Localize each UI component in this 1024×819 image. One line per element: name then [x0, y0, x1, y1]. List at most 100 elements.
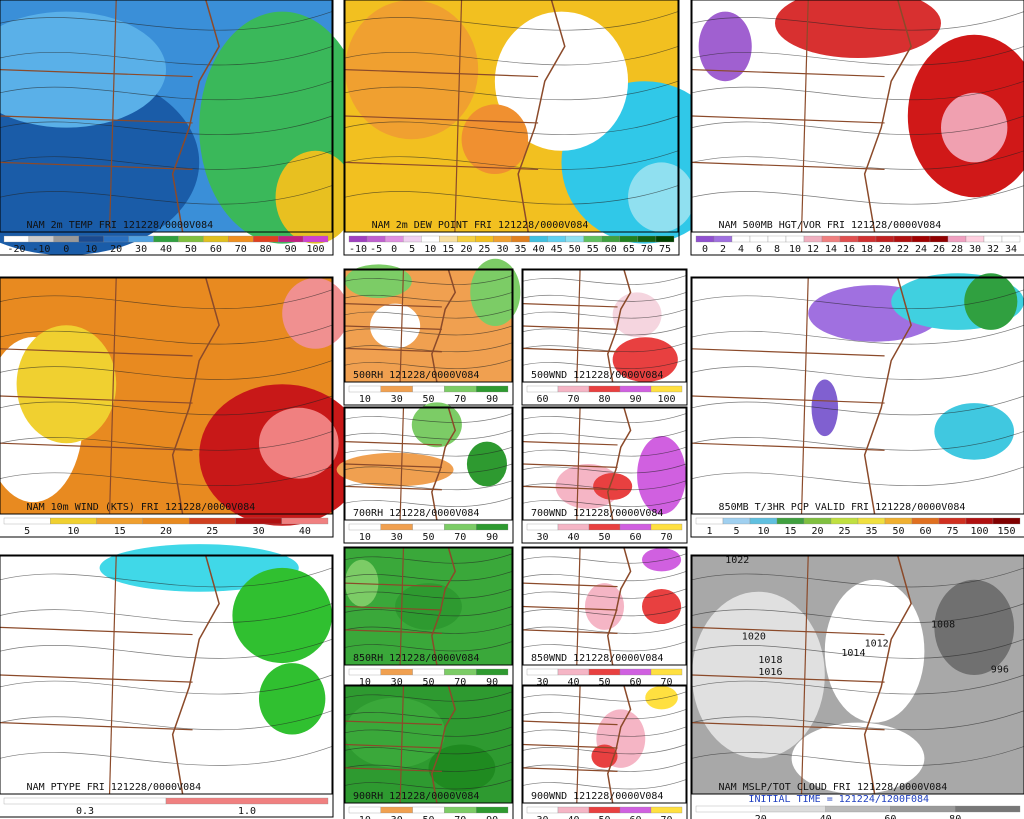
field-area — [470, 258, 521, 326]
colorbar-label: 30 — [391, 677, 403, 688]
colorbar-segment — [421, 235, 440, 243]
colorbar-label: 70 — [454, 532, 466, 543]
coastline — [431, 407, 457, 521]
map-panel: NAM 2m DEW POINT FRI 121228/0000V084 -10-… — [343, 0, 728, 256]
field-area — [698, 11, 752, 82]
state-border — [522, 347, 618, 353]
colorbar-segment — [884, 517, 913, 525]
contour-line — [344, 463, 513, 474]
colorbar-segment — [366, 235, 386, 243]
contour-line — [344, 325, 513, 336]
colorbar-segment — [253, 235, 279, 243]
contour-line — [522, 497, 687, 507]
colorbar-label: 0.3 — [76, 806, 94, 817]
state-border — [522, 743, 618, 749]
contour-line — [344, 413, 513, 423]
panel-outline — [690, 276, 1024, 538]
panel-title: 850WND 121228/0000V084 — [531, 653, 663, 664]
colorbar-segment — [588, 668, 621, 676]
contour-line — [522, 275, 687, 285]
coastline — [606, 547, 632, 666]
colorbar-label: 20 — [110, 244, 122, 255]
panel-frame — [691, 277, 1024, 515]
colorbar-segment — [526, 523, 559, 531]
colorbar-label: 50 — [185, 244, 197, 255]
coastline — [606, 269, 632, 383]
colorbar-label: 40 — [567, 815, 579, 819]
contour-line — [344, 185, 679, 205]
state-border — [344, 582, 442, 588]
field-area — [411, 402, 462, 448]
panel-title: 900RH 121228/0000V084 — [353, 791, 479, 802]
colorbar-label: 70 — [454, 815, 466, 819]
colorbar-label: 24 — [915, 244, 927, 255]
colorbar-segment — [825, 805, 891, 813]
colorbar-segment — [348, 523, 381, 531]
colorbar-segment — [588, 806, 621, 814]
colorbar-segment — [142, 517, 190, 525]
colorbar-segment — [583, 235, 602, 243]
field-area — [345, 0, 479, 140]
colorbar-segment — [619, 235, 639, 243]
field-area — [641, 588, 682, 625]
panel-outline — [343, 0, 680, 256]
colorbar-label: 10 — [359, 394, 371, 405]
colorbar-segment — [713, 235, 733, 243]
contour-line — [691, 115, 1024, 135]
panel-title: NAM 10m WIND (KTS) FRI 121228/0000V084 — [27, 502, 256, 513]
colorbar-label: 50 — [422, 815, 434, 819]
colorbar-segment — [955, 805, 1021, 813]
colorbar-label: 40 — [160, 244, 172, 255]
colorbar-label: 2 — [720, 244, 726, 255]
map-panel: NAM MSLP/TOT CLOUD FRI 121228/0000V084IN… — [690, 554, 1024, 819]
colorbar-label: 8 — [774, 244, 780, 255]
state-border — [344, 69, 539, 78]
state-border — [800, 277, 809, 515]
contour-line — [522, 588, 687, 599]
colorbar-label: 60 — [605, 244, 617, 255]
field-area — [370, 303, 421, 349]
contour-line — [0, 395, 333, 416]
state-border — [522, 463, 618, 468]
contour-line — [0, 431, 333, 451]
panel-title: 500WND 121228/0000V084 — [531, 370, 663, 381]
state-border — [108, 555, 117, 795]
colorbar-label: 35 — [865, 526, 877, 537]
panel-frame — [344, 269, 513, 383]
colorbar-label: 90 — [629, 394, 641, 405]
colorbar-segment — [650, 806, 683, 814]
map-panel: NAM PTYPE FRI 121228/0000V084 0.3 1.0 — [0, 544, 334, 818]
panel-title: 850MB T/3HR PCP VALID FRI 121228/0000V08… — [719, 502, 966, 513]
colorbar-label: 12 — [807, 244, 819, 255]
colorbar-segment — [444, 523, 477, 531]
colorbar-label: 55 — [587, 244, 599, 255]
panel-title: 900WND 121228/0000V084 — [531, 791, 663, 802]
colorbar-segment — [760, 805, 826, 813]
panel-frame — [344, 407, 513, 521]
field-area — [232, 567, 332, 664]
colorbar-label: 50 — [598, 677, 610, 688]
colorbar-label: 90 — [486, 394, 498, 405]
state-border — [399, 547, 405, 666]
colorbar-segment — [695, 517, 724, 525]
state-border — [800, 555, 809, 795]
contour-line — [344, 588, 513, 599]
colorbar-label: 40 — [299, 526, 311, 537]
field-area — [275, 150, 356, 244]
state-border — [691, 722, 885, 731]
colorbar-segment — [557, 806, 590, 814]
panel-outline — [690, 0, 1024, 256]
colorbar-label: 16 — [843, 244, 855, 255]
field-area — [692, 591, 825, 759]
contour-line — [0, 746, 333, 766]
contour-label: 1016 — [758, 667, 782, 678]
colorbar-label: 6 — [756, 244, 762, 255]
colorbar-segment — [965, 235, 985, 243]
contour-line — [0, 567, 333, 588]
panel-frame — [522, 685, 687, 804]
colorbar-label: 34 — [1005, 244, 1017, 255]
contour-line — [344, 115, 679, 135]
colorbar-label: 150 — [997, 526, 1015, 537]
contour-line — [522, 325, 687, 336]
